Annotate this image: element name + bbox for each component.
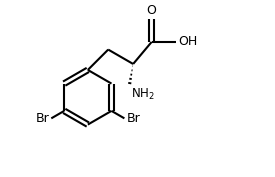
Text: O: O — [147, 4, 156, 17]
Text: Br: Br — [35, 112, 49, 125]
Text: NH$_2$: NH$_2$ — [131, 87, 155, 102]
Text: OH: OH — [179, 35, 198, 48]
Text: Br: Br — [126, 112, 140, 125]
